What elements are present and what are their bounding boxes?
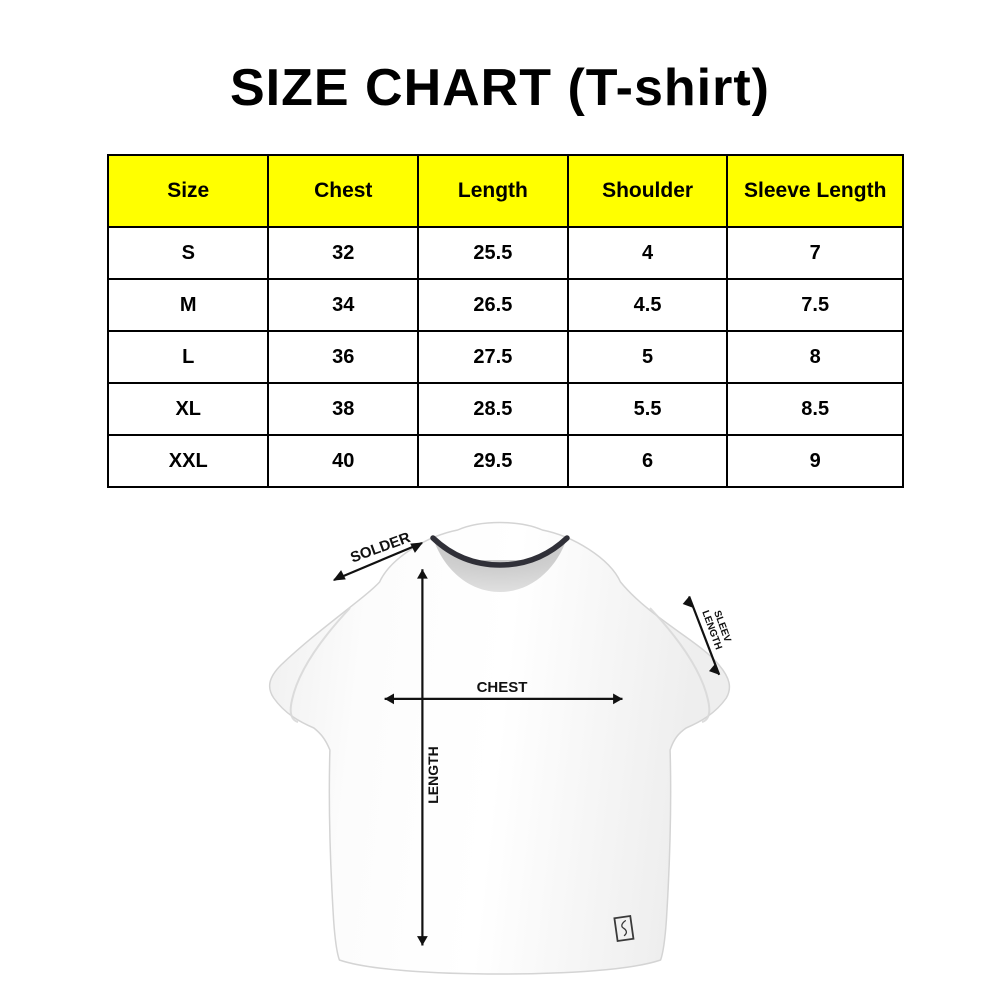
svg-text:LENGTH: LENGTH <box>425 746 441 804</box>
svg-text:CHEST: CHEST <box>477 679 528 696</box>
